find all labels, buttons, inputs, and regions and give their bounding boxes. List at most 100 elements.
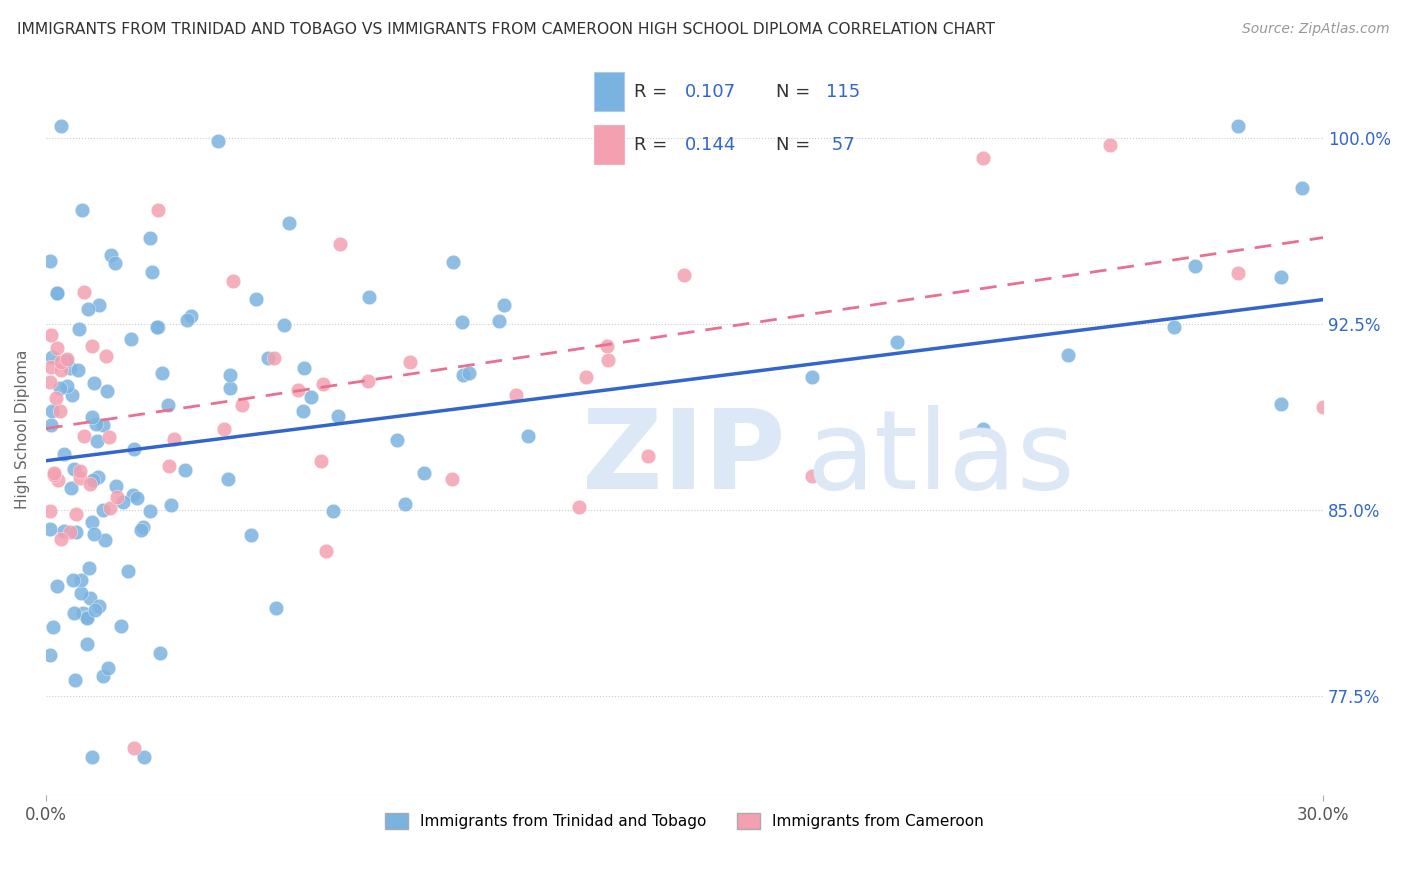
Point <box>291 404 314 418</box>
Point <box>972 151 994 165</box>
Point <box>39 375 62 389</box>
Point <box>97 661 120 675</box>
Point <box>575 369 598 384</box>
Point <box>157 459 180 474</box>
Point <box>80 750 103 764</box>
Point <box>100 248 122 262</box>
Text: N =: N = <box>776 136 815 153</box>
Point <box>1354 230 1376 244</box>
Point <box>91 503 114 517</box>
Point <box>568 500 591 514</box>
Point <box>59 361 82 376</box>
Point <box>488 314 510 328</box>
Text: 115: 115 <box>827 83 860 101</box>
Point <box>79 477 101 491</box>
Point <box>76 637 98 651</box>
Point <box>801 469 824 483</box>
Point <box>146 320 169 334</box>
Point <box>174 463 197 477</box>
Point <box>1227 119 1250 133</box>
Point <box>231 398 253 412</box>
Point <box>98 430 121 444</box>
Point <box>1270 397 1292 411</box>
Point <box>51 119 73 133</box>
Point <box>1227 266 1250 280</box>
Point <box>70 203 93 218</box>
Point <box>39 253 62 268</box>
Point <box>62 573 84 587</box>
Point <box>273 318 295 332</box>
Point <box>245 292 267 306</box>
Point <box>222 274 245 288</box>
Point <box>59 481 82 495</box>
Point <box>104 255 127 269</box>
Point <box>127 491 149 505</box>
Point <box>80 515 103 529</box>
Point <box>76 610 98 624</box>
Point <box>60 388 83 402</box>
Point <box>212 422 235 436</box>
Point <box>110 619 132 633</box>
Point <box>44 391 66 405</box>
Point <box>1312 400 1334 414</box>
Point <box>51 355 73 369</box>
Point <box>132 520 155 534</box>
Point <box>105 491 128 505</box>
Point <box>329 237 352 252</box>
Point <box>86 470 108 484</box>
Text: atlas: atlas <box>806 406 1074 513</box>
Point <box>517 429 540 443</box>
Text: 0.144: 0.144 <box>685 136 737 153</box>
Point <box>673 268 696 283</box>
Point <box>505 387 527 401</box>
Point <box>1398 201 1406 215</box>
Point <box>52 524 75 539</box>
Point <box>105 479 128 493</box>
Point <box>141 265 163 279</box>
Point <box>394 497 416 511</box>
Legend: Immigrants from Trinidad and Tobago, Immigrants from Cameroon: Immigrants from Trinidad and Tobago, Imm… <box>380 807 990 835</box>
Text: 0.107: 0.107 <box>685 83 735 101</box>
Point <box>1099 137 1122 152</box>
Text: N =: N = <box>776 83 815 101</box>
Point <box>1163 319 1185 334</box>
Point <box>1291 181 1313 195</box>
Point <box>42 620 65 634</box>
Point <box>63 606 86 620</box>
Point <box>55 379 77 393</box>
Point <box>82 474 104 488</box>
Point <box>69 464 91 478</box>
Point <box>63 673 86 687</box>
Point <box>357 374 380 388</box>
Point <box>263 351 285 365</box>
Point <box>45 286 67 301</box>
Point <box>67 363 90 377</box>
Point <box>413 467 436 481</box>
Point <box>48 404 70 418</box>
FancyBboxPatch shape <box>593 72 624 111</box>
Point <box>49 532 72 546</box>
Point <box>138 230 160 244</box>
Point <box>77 302 100 317</box>
Point <box>91 669 114 683</box>
Point <box>39 360 62 375</box>
Point <box>41 404 63 418</box>
Point <box>39 522 62 536</box>
Point <box>441 255 464 269</box>
Text: IMMIGRANTS FROM TRINIDAD AND TOBAGO VS IMMIGRANTS FROM CAMEROON HIGH SCHOOL DIPL: IMMIGRANTS FROM TRINIDAD AND TOBAGO VS I… <box>17 22 995 37</box>
Point <box>122 740 145 755</box>
Point <box>46 286 69 301</box>
Text: R =: R = <box>634 136 673 153</box>
Point <box>886 335 908 350</box>
Point <box>322 503 344 517</box>
Point <box>156 398 179 412</box>
Point <box>65 508 87 522</box>
Point <box>86 434 108 449</box>
Point <box>1056 348 1078 362</box>
Point <box>264 600 287 615</box>
Point <box>494 298 516 312</box>
Point <box>79 591 101 605</box>
Point <box>180 310 202 324</box>
Point <box>53 447 76 461</box>
Point <box>440 472 463 486</box>
